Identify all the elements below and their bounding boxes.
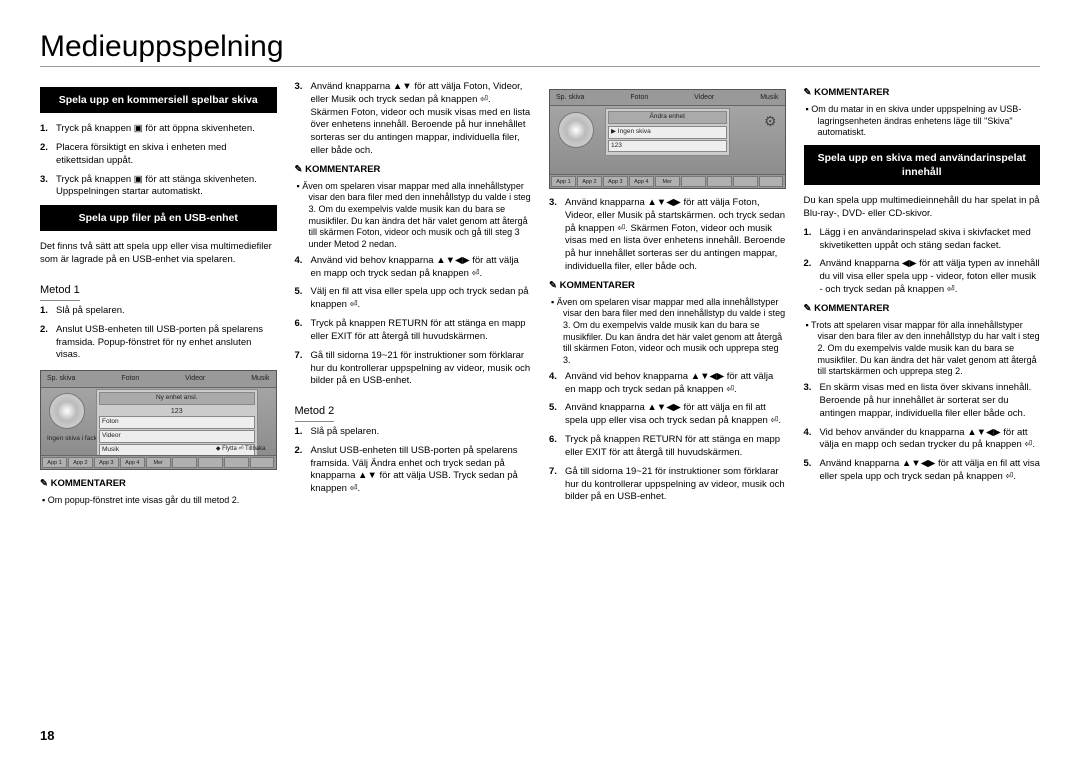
sc1-popup-val: 123 <box>99 407 255 416</box>
c4-step4: Vid behov använder du knapparna ▲▼◀▶ för… <box>820 427 1041 453</box>
gear-icon: ⚙ <box>764 112 777 131</box>
sc-app: App 1 <box>551 176 576 187</box>
sc1-tab: Musik <box>251 374 269 383</box>
note-item: Även om spelaren visar mappar med alla i… <box>563 297 786 367</box>
sc-app <box>172 457 197 468</box>
method2-title: Metod 2 <box>295 404 335 422</box>
sc1-row: Videor <box>99 430 255 443</box>
usb-intro: Det finns två sätt att spela upp eller v… <box>40 241 277 267</box>
sc-app <box>681 176 706 187</box>
sc-app: App 2 <box>68 457 93 468</box>
screenshot-2: Sp. skiva Foton Videor Musik ⚙ Ändra enh… <box>549 89 786 189</box>
disc-icon <box>558 112 594 148</box>
sec-commercial-disc: Spela upp en kommersiell spelbar skiva <box>40 87 277 113</box>
sec-usb: Spela upp filer på en USB-enhet <box>40 205 277 231</box>
disc-icon <box>49 393 85 429</box>
column-4: KOMMENTARER Om du matar in en skiva unde… <box>804 81 1041 511</box>
page-title: Medieuppspelning <box>40 30 1040 67</box>
c3-step5: Använd knapparna ▲▼◀▶ för att välja en f… <box>565 402 786 428</box>
sc-app <box>250 457 275 468</box>
sc-app <box>224 457 249 468</box>
c2-step7: Gå till sidorna 19~21 för instruktioner … <box>311 350 532 388</box>
m1-step1: Slå på spelaren. <box>56 305 277 318</box>
sec-user-disc: Spela upp en skiva med användarinspelat … <box>804 145 1041 185</box>
sc2-tab: Sp. skiva <box>556 93 584 102</box>
c1s1-step2: Placera försiktigt en skiva i enheten me… <box>56 142 277 168</box>
c3-step4: Använd vid behov knapparna ▲▼◀▶ för att … <box>565 371 786 397</box>
c2-step3: Använd knapparna ▲▼ för att välja Foton,… <box>311 81 532 158</box>
column-2: 3.Använd knapparna ▲▼ för att välja Foto… <box>295 81 532 511</box>
c2-step5: Välj en fil att visa eller spela upp och… <box>311 286 532 312</box>
sc-app: Mer <box>146 457 171 468</box>
note-label: KOMMENTARER <box>804 303 1041 316</box>
column-3: Sp. skiva Foton Videor Musik ⚙ Ändra enh… <box>549 81 786 511</box>
sc-app <box>707 176 732 187</box>
note-item: Även om spelaren visar mappar med alla i… <box>309 181 532 251</box>
c3-step3: Använd knapparna ▲▼◀▶ för att välja Foto… <box>565 197 786 274</box>
m2-step1: Slå på spelaren. <box>311 426 532 439</box>
sc2-popup: Ändra enhet ▶ Ingen skiva 123 <box>605 108 730 156</box>
sc2-popup-title: Ändra enhet <box>608 111 727 124</box>
note-label: KOMMENTARER <box>804 87 1041 100</box>
sc1-tab: Foton <box>121 374 139 383</box>
sc1-popup-title: Ny enhet ansl. <box>99 392 255 405</box>
sc1-bar: Ingen skiva i facket <box>47 435 102 444</box>
sc2-row: ▶ Ingen skiva <box>608 126 727 139</box>
sc-app: App 3 <box>603 176 628 187</box>
sc-app: App 2 <box>577 176 602 187</box>
note-item: Trots att spelaren visar mappar för alla… <box>818 320 1041 378</box>
sc-app <box>733 176 758 187</box>
page-number: 18 <box>40 728 54 743</box>
m1-step2: Anslut USB-enheten till USB-porten på sp… <box>56 324 277 362</box>
sc2-tab: Musik <box>760 93 778 102</box>
screenshot-1: Sp. skiva Foton Videor Musik Ingen skiva… <box>40 370 277 470</box>
m2-step2: Anslut USB-enheten till USB-porten på sp… <box>311 445 532 496</box>
c4-step1: Lägg i en användarinspelad skiva i skivf… <box>820 227 1041 253</box>
c2-step6: Tryck på knappen RETURN för att stänga e… <box>311 318 532 344</box>
sc-app <box>198 457 223 468</box>
sc1-tab: Videor <box>185 374 205 383</box>
c3-step6: Tryck på knappen RETURN för att stänga e… <box>565 434 786 460</box>
c4-intro: Du kan spela upp multimedieinnehåll du h… <box>804 195 1041 221</box>
sc2-tab: Foton <box>630 93 648 102</box>
c4-step2: Använd knapparna ◀▶ för att välja typen … <box>820 258 1041 296</box>
method1-title: Metod 1 <box>40 283 80 301</box>
sc1-row: Foton <box>99 416 255 429</box>
sc1-tab: Sp. skiva <box>47 374 75 383</box>
sc2-tab: Videor <box>694 93 714 102</box>
c1s1-step1: Tryck på knappen ▣ för att öppna skivenh… <box>56 123 277 136</box>
note-label: KOMMENTARER <box>295 164 532 177</box>
sc-app: Mer <box>655 176 680 187</box>
note-item: Om du matar in en skiva under uppspelnin… <box>818 104 1041 139</box>
column-1: Spela upp en kommersiell spelbar skiva 1… <box>40 81 277 511</box>
note-label: KOMMENTARER <box>40 478 277 491</box>
sc1-nav: ◆ Flytta ⏎ Tillbaka <box>216 445 266 453</box>
sc2-row: 123 <box>608 140 727 153</box>
c4-step3: En skärm visas med en lista över skivans… <box>820 382 1041 420</box>
sc-app: App 4 <box>120 457 145 468</box>
sc-app: App 3 <box>94 457 119 468</box>
c4-step5: Använd knapparna ▲▼◀▶ för att välja en f… <box>820 458 1041 484</box>
note-item: Om popup-fönstret inte visas går du till… <box>54 495 277 507</box>
sc-app: App 4 <box>629 176 654 187</box>
sc-app: App 1 <box>42 457 67 468</box>
sc-app <box>759 176 784 187</box>
note-label: KOMMENTARER <box>549 280 786 293</box>
c3-step7: Gå till sidorna 19~21 för instruktioner … <box>565 466 786 504</box>
c1s1-step3: Tryck på knappen ▣ för att stänga skiven… <box>56 174 277 200</box>
c2-step4: Använd vid behov knapparna ▲▼◀▶ för att … <box>311 255 532 281</box>
